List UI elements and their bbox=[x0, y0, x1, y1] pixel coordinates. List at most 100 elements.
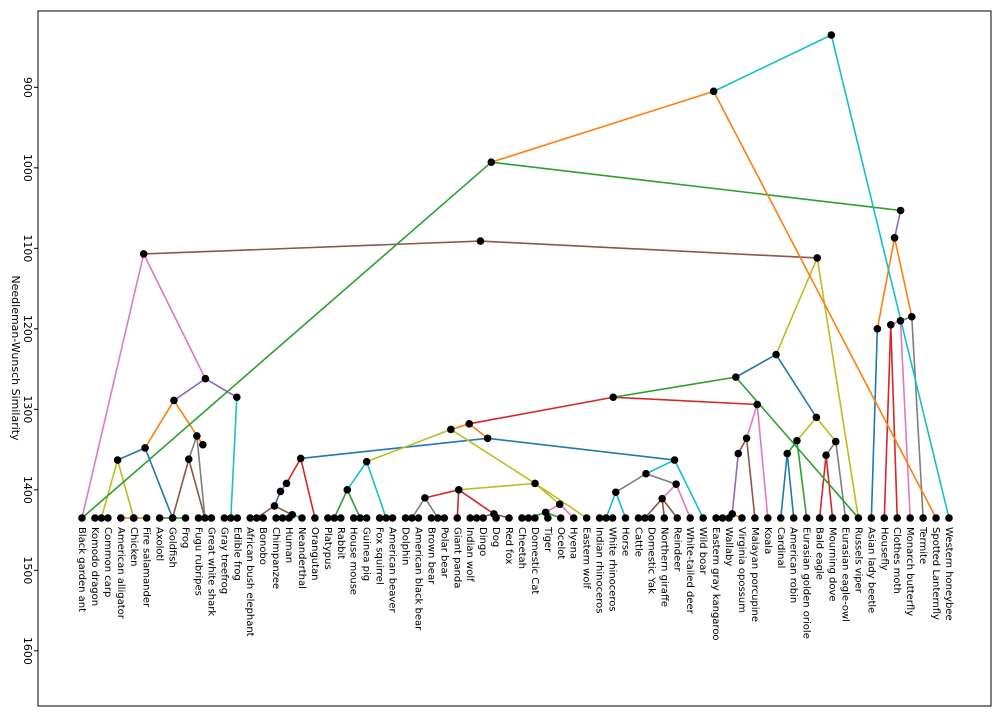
leaf-node bbox=[919, 514, 927, 522]
leaf-label: Wallaby bbox=[723, 527, 734, 566]
merge-node-u5 bbox=[672, 480, 680, 488]
leaf-label: Malayan porcupine bbox=[749, 527, 760, 622]
merge-node-u1 bbox=[602, 514, 610, 522]
link-k4 bbox=[745, 438, 756, 519]
link-u4 bbox=[644, 498, 663, 519]
link-c9 bbox=[456, 489, 460, 519]
leaf-label: Indian wolf bbox=[464, 527, 475, 582]
link-dGold bbox=[117, 447, 146, 461]
leaf-node bbox=[751, 514, 759, 522]
link-b1 bbox=[779, 453, 789, 519]
leaf-node bbox=[155, 514, 164, 522]
link-b4 bbox=[834, 441, 847, 519]
merge-node-dVert bbox=[201, 374, 210, 383]
leaf-label: Polar bear bbox=[438, 527, 449, 579]
link-ins bbox=[816, 257, 860, 519]
leaf-label: Clothes moth bbox=[891, 527, 902, 594]
leaf-node bbox=[117, 514, 125, 522]
merge-node-dSh2 bbox=[199, 440, 207, 449]
link-mam1 bbox=[300, 437, 488, 460]
leaf-node bbox=[362, 514, 371, 522]
leaf-label: Guinea pig bbox=[361, 527, 372, 581]
link-mam1 bbox=[487, 437, 675, 461]
leaf-label: Giant panda bbox=[451, 527, 462, 588]
leaf-node bbox=[453, 514, 462, 522]
link-u7 bbox=[645, 459, 675, 475]
merge-node-ins bbox=[813, 254, 822, 262]
leaf-label: Frog bbox=[180, 527, 191, 548]
leaf-node bbox=[298, 514, 306, 522]
leaf-node bbox=[867, 514, 876, 522]
leaf-label: Northern giraffe bbox=[658, 527, 669, 607]
leaf-node bbox=[556, 514, 565, 522]
link-u2 bbox=[605, 491, 617, 519]
leaf-node bbox=[518, 514, 526, 522]
merge-node-dAx bbox=[184, 455, 193, 464]
leaf-label: Bald eagle bbox=[814, 527, 825, 580]
link-u6 bbox=[645, 472, 677, 485]
leaf-node bbox=[906, 514, 914, 522]
leaf-label: Wild boar bbox=[697, 527, 708, 575]
leaf-label: Hyena bbox=[568, 527, 579, 559]
merge-node-dNS bbox=[139, 250, 148, 258]
leaf-node bbox=[311, 514, 319, 522]
merge-node-i2 bbox=[886, 321, 895, 329]
merge-node-c3 bbox=[421, 494, 429, 502]
leaf-label: Komodo dragon bbox=[89, 527, 100, 606]
merge-node-big bbox=[476, 237, 485, 245]
link-mOr bbox=[299, 458, 316, 519]
leaf-label: Eastern gray kangaroo bbox=[710, 527, 721, 641]
leaf-node bbox=[440, 514, 449, 522]
leaf-label: Western honeybee bbox=[943, 527, 954, 621]
leaf-node bbox=[828, 514, 837, 522]
link-mam5 bbox=[735, 376, 860, 519]
leaf-node bbox=[414, 514, 423, 522]
merge-node-vert bbox=[772, 350, 780, 359]
link-dFrog bbox=[230, 397, 238, 519]
leaf-label: Great white shark bbox=[205, 527, 216, 616]
leaf-node bbox=[479, 514, 487, 522]
merge-node-b4 bbox=[831, 437, 840, 446]
link-c9 bbox=[458, 489, 495, 515]
link-u4 bbox=[661, 498, 678, 519]
leaf-node bbox=[168, 514, 177, 522]
leaf-label: Horse bbox=[619, 527, 630, 556]
link-b2 bbox=[796, 440, 808, 519]
link-i2 bbox=[889, 324, 899, 519]
leaf-node bbox=[492, 514, 500, 522]
leaf-label: Virginia opossum bbox=[736, 527, 747, 613]
link-rRod bbox=[365, 461, 387, 519]
leaf-node bbox=[932, 514, 940, 522]
link-k3 bbox=[731, 453, 740, 515]
leaf-label: White rhinoceros bbox=[607, 527, 618, 612]
link-kMars bbox=[756, 404, 769, 519]
merge-node-r4 bbox=[343, 486, 352, 494]
leaf-label: Spotted Lanternfly bbox=[930, 527, 941, 620]
merge-node-dFrog bbox=[233, 393, 241, 402]
merge-node-k1 bbox=[718, 514, 727, 522]
leaf-label: Orangutan bbox=[309, 527, 320, 581]
link-root bbox=[713, 34, 832, 93]
leaf-label: Neanderthal bbox=[296, 527, 307, 589]
merge-node-i6 bbox=[896, 206, 905, 215]
merge-node-dCarp bbox=[113, 456, 122, 464]
merge-node-mam4 bbox=[609, 393, 618, 402]
merge-node-top1 bbox=[487, 158, 496, 166]
link-mam2 bbox=[450, 428, 536, 485]
leaf-node bbox=[776, 514, 785, 522]
link-top2 bbox=[712, 90, 937, 519]
merge-node-c9 bbox=[454, 486, 463, 494]
leaf-node bbox=[427, 514, 436, 522]
leaf-label: Tiger bbox=[542, 526, 553, 553]
leaf-label: Domestic Cat bbox=[529, 527, 540, 594]
leaf-node bbox=[207, 514, 216, 522]
leaf-label: House mouse bbox=[348, 527, 359, 595]
link-i5 bbox=[876, 237, 896, 329]
merge-node-rRod bbox=[362, 457, 371, 466]
merge-node-u7 bbox=[670, 456, 679, 464]
y-axis-label: Needleman-Wunsch Similarity bbox=[9, 275, 22, 441]
y-tick-label: 1200 bbox=[21, 315, 34, 343]
merge-node-mOr bbox=[296, 454, 305, 463]
y-tick-label: 1400 bbox=[21, 476, 34, 504]
link-root bbox=[830, 34, 950, 519]
